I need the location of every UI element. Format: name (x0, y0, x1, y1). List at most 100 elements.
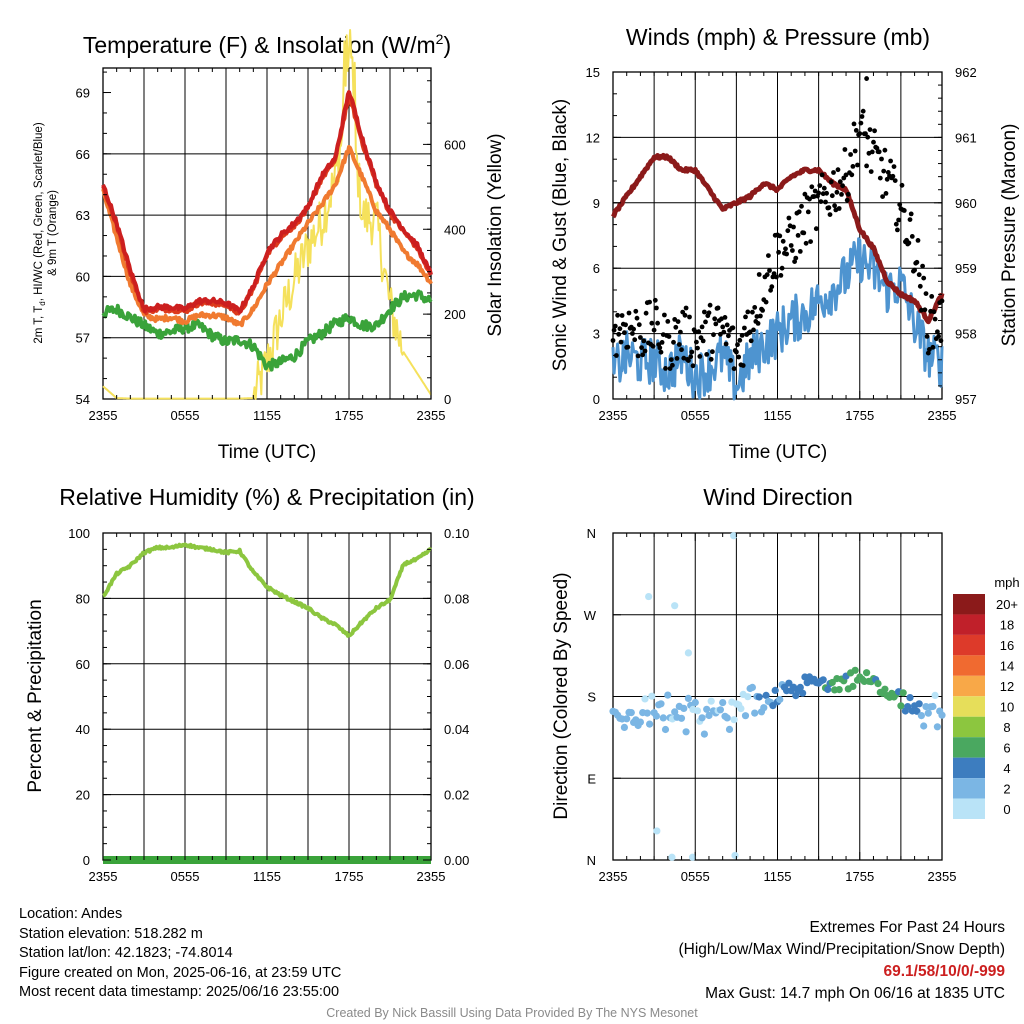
gust-point (872, 128, 877, 134)
gust-point (893, 221, 899, 227)
colorbar-label: 0 (1003, 802, 1010, 817)
y-tick-label-right: 961 (955, 130, 977, 145)
gust-point (622, 330, 627, 336)
direction-point (705, 711, 713, 720)
x-tick-label: 2355 (417, 869, 446, 884)
y-tick-label-left: 100 (68, 526, 90, 541)
gust-point (826, 205, 832, 211)
direction-point (725, 725, 734, 734)
gust-point (708, 356, 714, 362)
y-tick-label-left: E (587, 771, 596, 786)
gust-point (712, 316, 718, 322)
gust-point (679, 347, 684, 353)
gust-point (767, 268, 772, 273)
gust-point (766, 253, 771, 258)
y-tick-label-left: 57 (76, 331, 90, 346)
gust-point (801, 230, 807, 236)
gust-point (687, 314, 692, 320)
gust-point (750, 309, 755, 315)
direction-point (636, 718, 645, 726)
gust-point (652, 297, 658, 303)
direction-point (719, 699, 727, 707)
x-tick-label: 2355 (599, 408, 628, 423)
colorbar-label: 14 (1000, 659, 1014, 674)
gust-point (797, 249, 803, 254)
gust-point (901, 208, 907, 213)
y-tick-label-left: 3 (593, 327, 600, 342)
extremes-values: 69.1/58/10/0/-999 (883, 963, 1005, 980)
wind-direction-ylabel: Direction (Colored By Speed) (551, 572, 572, 819)
direction-point (906, 694, 914, 702)
gust-point (793, 255, 799, 261)
gust-point (638, 335, 643, 340)
gust-point (936, 334, 941, 339)
y-tick-label-left: 6 (593, 261, 600, 276)
gust-point (865, 134, 871, 140)
gust-point (840, 183, 845, 189)
direction-point (723, 714, 731, 722)
gust-point (665, 319, 671, 324)
gust-point (835, 167, 841, 173)
gust-point (874, 145, 880, 151)
gust-point (863, 131, 868, 137)
gust-point (796, 209, 802, 215)
temperature-ylabel-left: 2m T, Td, HI/WC (Red, Green, Scarlet/Blu… (33, 122, 47, 343)
colorbar-label: 18 (1000, 618, 1014, 633)
y-tick-label-left: 9 (593, 196, 600, 211)
gust-point (844, 197, 850, 203)
direction-point (707, 697, 715, 705)
gust-point (715, 305, 721, 311)
y-tick-label-left: 54 (76, 392, 90, 407)
temperature-series-line (101, 145, 433, 328)
gust-point (864, 163, 869, 169)
gust-point (817, 183, 823, 189)
gust-point (692, 329, 698, 335)
gust-point (707, 302, 713, 308)
direction-point (684, 694, 693, 703)
gust-point (783, 246, 788, 252)
gust-point (831, 170, 836, 175)
direction-outlier-point (684, 649, 692, 657)
y-tick-label-left: 69 (76, 86, 90, 101)
gust-point (723, 341, 729, 347)
y-tick-label-left: 60 (76, 269, 90, 284)
gust-point (728, 358, 734, 363)
gust-point (816, 190, 821, 196)
direction-point (691, 698, 699, 707)
colorbar-label: 10 (1000, 700, 1014, 715)
humidity-line (102, 542, 432, 638)
gust-point (740, 363, 746, 368)
gust-point (625, 344, 631, 350)
gust-point (853, 127, 859, 133)
gust-point (724, 322, 730, 328)
x-tick-label: 1755 (335, 869, 364, 884)
direction-point (760, 704, 768, 712)
direction-point (623, 715, 631, 723)
direction-point (648, 692, 656, 700)
gust-point (899, 182, 905, 188)
gust-point (915, 238, 921, 243)
gust-point (703, 319, 708, 325)
gust-point (930, 344, 936, 350)
gust-point (737, 337, 743, 343)
direction-point (657, 700, 665, 708)
gust-point (700, 338, 706, 344)
gust-point (843, 172, 849, 178)
station-location: Location: Andes (19, 906, 123, 922)
gust-point (813, 226, 819, 232)
gust-point (828, 179, 834, 185)
colorbar-swatch (953, 716, 985, 738)
x-tick-label: 2355 (928, 869, 957, 884)
gust-point (743, 314, 748, 320)
gust-point (635, 353, 641, 359)
gust-point (850, 164, 856, 169)
direction-point (620, 723, 629, 732)
colorbar-label: 8 (1003, 720, 1010, 735)
gust-point (777, 233, 783, 239)
gust-point (823, 199, 828, 205)
winds-xlabel: Time (UTC) (729, 442, 828, 463)
gust-point (935, 329, 940, 335)
gust-point (690, 363, 696, 369)
gust-point (745, 309, 751, 315)
direction-point (835, 686, 843, 694)
